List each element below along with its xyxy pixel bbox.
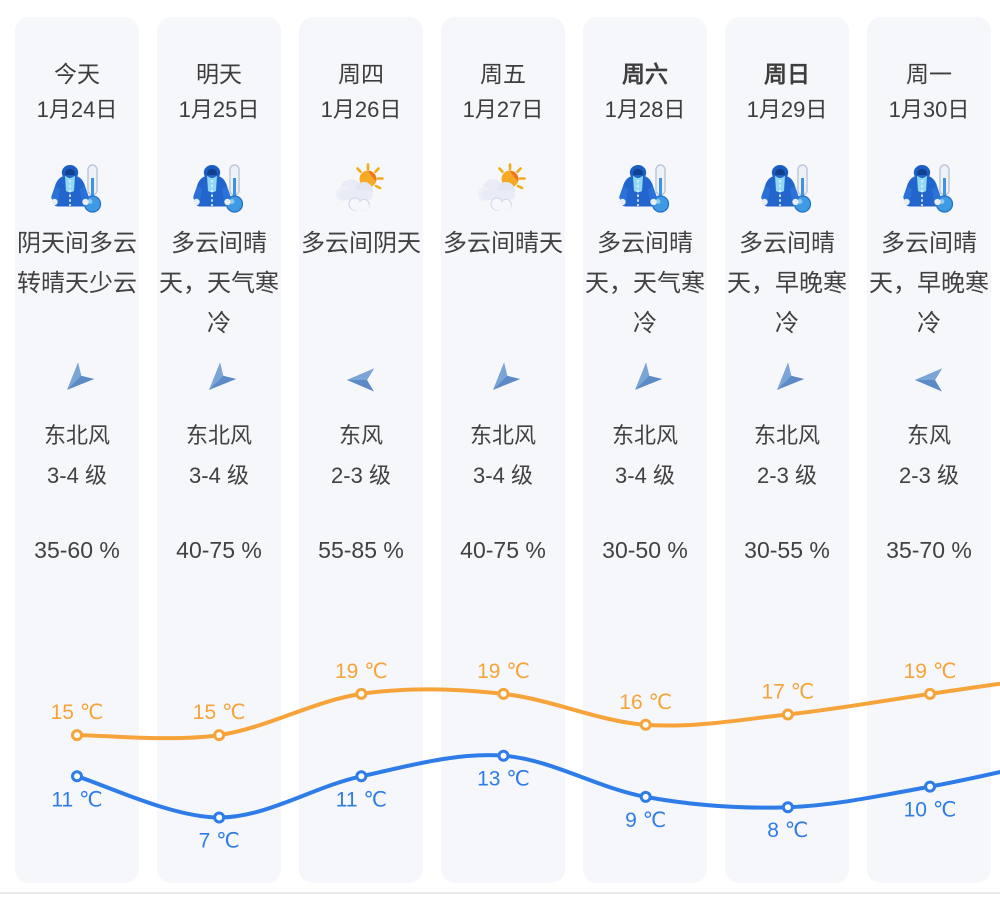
day-label: 周日 (764, 61, 810, 87)
humidity-range: 40-75 % (176, 537, 262, 563)
date-label: 1月24日 (36, 97, 118, 122)
date-label: 1月27日 (462, 97, 544, 122)
wind-direction-arrow-icon (59, 362, 95, 398)
humidity-range: 35-60 % (34, 537, 120, 563)
date-label: 1月28日 (604, 97, 686, 122)
day-column[interactable]: 周四 1月26日 (299, 17, 423, 883)
weather-icon (475, 162, 531, 218)
wind-direction-arrow-icon (485, 362, 521, 398)
wind-info: 东北风 2-3 级 (725, 416, 849, 496)
humidity-range: 30-50 % (602, 537, 688, 563)
partly-cloudy-icon (478, 163, 526, 211)
wind-info: 东风 2-3 级 (867, 416, 991, 496)
wind-level: 2-3 级 (331, 463, 391, 488)
wind-direction: 东风 (906, 423, 951, 448)
date-label: 1月30日 (888, 97, 970, 122)
wind-direction-arrow-icon (201, 362, 237, 398)
date-label: 1月25日 (178, 97, 260, 122)
wind-level: 2-3 级 (757, 463, 817, 488)
wind-direction: 东北风 (469, 423, 536, 448)
weather-description: 多云间晴天，天气寒冷 (159, 230, 279, 337)
weather-icon (901, 162, 957, 218)
wind-direction: 东北风 (43, 423, 110, 448)
weather-description: 多云间阴天 (301, 230, 421, 257)
wind-direction: 东北风 (185, 423, 252, 448)
weather-icon (759, 162, 815, 218)
day-label: 周一 (906, 61, 952, 87)
date-label: 1月26日 (320, 97, 402, 122)
navigation-arrow-glyph (915, 368, 942, 392)
day-column[interactable]: 周六 1月28日 (583, 17, 707, 883)
humidity-range: 30-55 % (744, 537, 830, 563)
wind-info: 东风 2-3 级 (299, 416, 423, 496)
wind-direction: 东风 (338, 423, 383, 448)
humidity-range: 35-70 % (886, 537, 972, 563)
wind-info: 东北风 3-4 级 (583, 416, 707, 496)
partly-cloudy-icon (336, 163, 384, 211)
wind-direction-arrow-icon (911, 362, 947, 398)
weather-description: 多云间晴天，天气寒冷 (585, 230, 705, 337)
navigation-arrow-glyph (493, 362, 521, 390)
day-column[interactable]: 周日 1月29日 (725, 17, 849, 883)
wind-direction-arrow-icon (769, 362, 805, 398)
navigation-arrow-glyph (209, 362, 237, 390)
weather-description: 多云间晴天，早晚寒冷 (869, 230, 989, 337)
navigation-arrow-glyph (777, 362, 805, 390)
day-label: 今天 (54, 61, 100, 87)
wind-level: 3-4 级 (615, 463, 675, 488)
humidity-range: 55-85 % (318, 537, 404, 563)
wind-level: 3-4 级 (47, 463, 107, 488)
day-label: 周六 (622, 61, 668, 87)
weather-description: 阴天间多云转晴天少云 (17, 230, 137, 297)
day-label: 周五 (480, 61, 526, 87)
wind-direction-arrow-icon (627, 362, 663, 398)
wind-info: 东北风 3-4 级 (157, 416, 281, 496)
weather-icon (333, 162, 389, 218)
wind-info: 东北风 3-4 级 (441, 416, 565, 496)
weather-icon (49, 162, 105, 218)
wind-direction-arrow-icon (343, 362, 379, 398)
navigation-arrow-glyph (635, 362, 663, 390)
day-column[interactable]: 明天 1月25日 (157, 17, 281, 883)
navigation-arrow-glyph (67, 362, 95, 390)
cold-weather-icon (619, 164, 670, 213)
day-label: 周四 (338, 61, 384, 87)
day-label: 明天 (196, 61, 242, 87)
cold-weather-icon (51, 164, 102, 213)
forecast-columns: 今天 1月24日 (15, 17, 991, 883)
bottom-divider (0, 892, 1000, 894)
cold-weather-icon (903, 164, 954, 213)
wind-direction: 东北风 (753, 423, 820, 448)
wind-direction: 东北风 (611, 423, 678, 448)
wind-level: 2-3 级 (899, 463, 959, 488)
weather-description: 多云间晴天，早晚寒冷 (727, 230, 847, 337)
navigation-arrow-glyph (347, 368, 374, 392)
day-column[interactable]: 周一 1月30日 (867, 17, 991, 883)
wind-info: 东北风 3-4 级 (15, 416, 139, 496)
cold-weather-icon (193, 164, 244, 213)
weather-description: 多云间晴天 (443, 230, 563, 257)
day-column[interactable]: 今天 1月24日 (15, 17, 139, 883)
cold-weather-icon (761, 164, 812, 213)
day-column[interactable]: 周五 1月27日 (441, 17, 565, 883)
weather-icon (617, 162, 673, 218)
wind-level: 3-4 级 (189, 463, 249, 488)
humidity-range: 40-75 % (460, 537, 546, 563)
weather-icon (191, 162, 247, 218)
wind-level: 3-4 级 (473, 463, 533, 488)
date-label: 1月29日 (746, 97, 828, 122)
